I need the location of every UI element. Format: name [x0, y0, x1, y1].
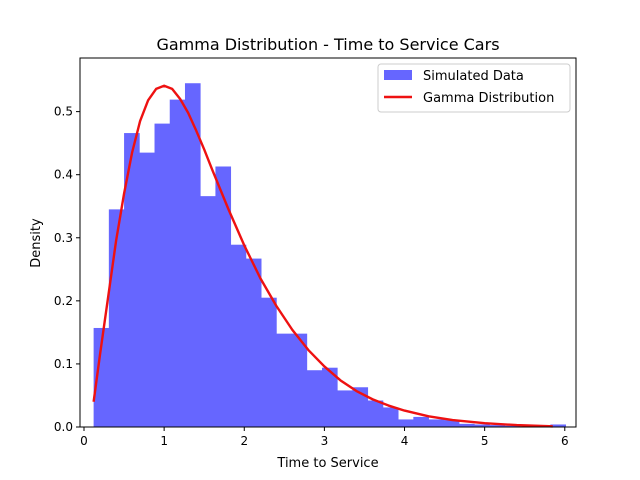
y-tick-label: 0.1	[54, 357, 73, 371]
legend-swatch-simulated-data	[384, 70, 412, 80]
legend-box	[377, 63, 571, 113]
y-tick-label: 0.0	[54, 420, 73, 434]
histogram-bar	[459, 423, 475, 427]
histogram-bar	[124, 133, 140, 428]
histogram-bar	[489, 425, 506, 427]
histogram-bar	[443, 420, 460, 427]
legend: Simulated Data Gamma Distribution	[377, 63, 571, 113]
legend-label-gamma-distribution: Gamma Distribution	[423, 91, 554, 106]
y-tick-label: 0.4	[54, 168, 73, 182]
histogram-bar	[306, 370, 323, 427]
histogram-bar	[474, 424, 490, 427]
x-tick-label: 1	[160, 434, 168, 448]
x-tick-label: 5	[481, 434, 489, 448]
histogram-bar	[428, 419, 445, 427]
histogram-bar	[139, 152, 155, 427]
histogram-bar	[154, 123, 171, 427]
histogram-bar	[337, 390, 353, 427]
y-axis-ticks: 0.0 0.1 0.2 0.3 0.4 0.5	[54, 105, 80, 434]
histogram-bar	[215, 166, 232, 427]
x-tick-label: 6	[561, 434, 569, 448]
histogram-bar	[382, 407, 399, 427]
histogram-bar	[291, 333, 308, 427]
histogram-bars	[93, 83, 566, 428]
histogram-bar	[245, 258, 262, 427]
histogram-bar	[367, 400, 384, 427]
histogram-bar	[169, 99, 186, 427]
gamma-curve-line	[92, 84, 553, 428]
y-tick-label: 0.3	[54, 231, 73, 245]
histogram-bar	[261, 297, 277, 427]
y-tick-label: 0.2	[54, 294, 73, 308]
x-tick-label: 0	[80, 434, 88, 448]
histogram-bar	[321, 367, 338, 427]
x-tick-label: 4	[401, 434, 409, 448]
x-axis-label: Time to Service	[276, 456, 378, 471]
histogram-bar	[276, 333, 292, 427]
histogram-bar	[398, 419, 414, 427]
histogram-bar	[230, 244, 247, 427]
x-tick-label: 3	[321, 434, 329, 448]
histogram-bar	[504, 425, 521, 427]
legend-label-simulated-data: Simulated Data	[423, 69, 524, 84]
histogram-bar	[200, 196, 216, 427]
histogram-bar	[184, 83, 201, 427]
x-axis-ticks: 0 1 2 3 4 5 6	[80, 427, 569, 448]
x-tick-label: 2	[240, 434, 248, 448]
histogram-bar	[352, 387, 369, 427]
chart-title: Gamma Distribution - Time to Service Car…	[156, 35, 499, 54]
histogram-bar	[93, 327, 110, 427]
histogram-bar	[413, 416, 429, 427]
axes-frame	[79, 57, 577, 428]
histogram-bar	[550, 424, 566, 427]
y-tick-label: 0.5	[54, 105, 73, 119]
y-axis-label: Density	[29, 218, 44, 268]
